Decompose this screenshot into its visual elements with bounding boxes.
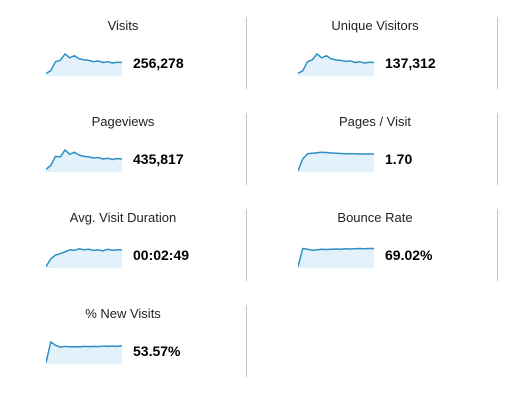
metric-cell-bounce-rate[interactable]: Bounce Rate 69.02%: [252, 192, 498, 288]
sparkline-line: [46, 149, 122, 170]
sparkline-area: [46, 53, 122, 76]
column-divider: [497, 17, 498, 89]
sparkline-chart: [46, 53, 122, 76]
sparkline-area: [298, 152, 374, 172]
sparkline-line: [298, 151, 374, 171]
column-divider: [246, 113, 247, 185]
metric-label: Avg. Visit Duration: [69, 210, 177, 225]
sparkline-line: [298, 53, 374, 75]
metric-cell-pages-per-visit[interactable]: Pages / Visit 1.70: [252, 96, 498, 192]
sparkline-chart: [46, 149, 122, 172]
sparkline-chart: [298, 151, 374, 172]
metric-value: 00:02:49: [133, 247, 190, 263]
sparkline-line: [46, 248, 122, 268]
column-divider: [246, 17, 247, 89]
sparkline-line: [46, 53, 122, 75]
metric-cell-avg-visit-duration[interactable]: Avg. Visit Duration 00:02:49: [0, 192, 246, 288]
sparkline-chart: [298, 53, 374, 76]
metric-value: 53.57%: [133, 343, 181, 359]
sparkline-chart: [46, 248, 122, 268]
sparkline-line: [46, 341, 122, 363]
metric-value: 1.70: [385, 151, 413, 167]
metric-value: 256,278: [133, 55, 184, 71]
metric-value: 435,817: [133, 151, 184, 167]
column-divider: [497, 113, 498, 185]
sparkline-area: [46, 341, 122, 364]
metric-label: % New Visits: [85, 306, 161, 321]
metric-label: Pages / Visit: [338, 114, 412, 129]
sparkline-area: [46, 248, 122, 268]
metric-cell-new-visits[interactable]: % New Visits 53.57%: [0, 288, 246, 384]
sparkline-area: [46, 149, 122, 172]
metric-cell-pageviews[interactable]: Pageviews 435,817: [0, 96, 246, 192]
column-divider: [497, 209, 498, 281]
metric-label: Pageviews: [91, 114, 155, 129]
sparkline-chart: [298, 247, 374, 268]
sparkline-line: [298, 247, 374, 267]
sparkline-area: [298, 248, 374, 268]
metric-label: Bounce Rate: [337, 210, 413, 225]
metric-label: Visits: [107, 18, 139, 33]
metric-cell-unique-visitors[interactable]: Unique Visitors 137,312: [252, 0, 498, 96]
metric-value: 137,312: [385, 55, 436, 71]
metric-label: Unique Visitors: [331, 18, 419, 33]
sparkline-area: [298, 53, 374, 76]
sparkline-chart: [46, 341, 122, 364]
metric-cell-visits[interactable]: Visits 256,278: [0, 0, 246, 96]
column-divider: [246, 305, 247, 377]
metric-value: 69.02%: [385, 247, 433, 263]
column-divider: [246, 209, 247, 281]
